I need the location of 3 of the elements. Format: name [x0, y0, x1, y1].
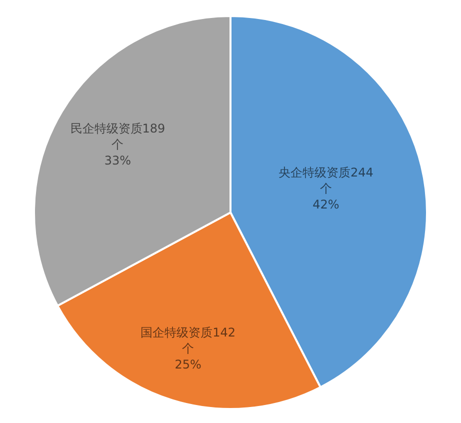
slice-label: 民企特级资质189个 33%: [70, 121, 166, 168]
slice-label: 央企特级资质244个 42%: [278, 165, 374, 212]
slice-label: 国企特级资质142个 25%: [140, 326, 236, 372]
